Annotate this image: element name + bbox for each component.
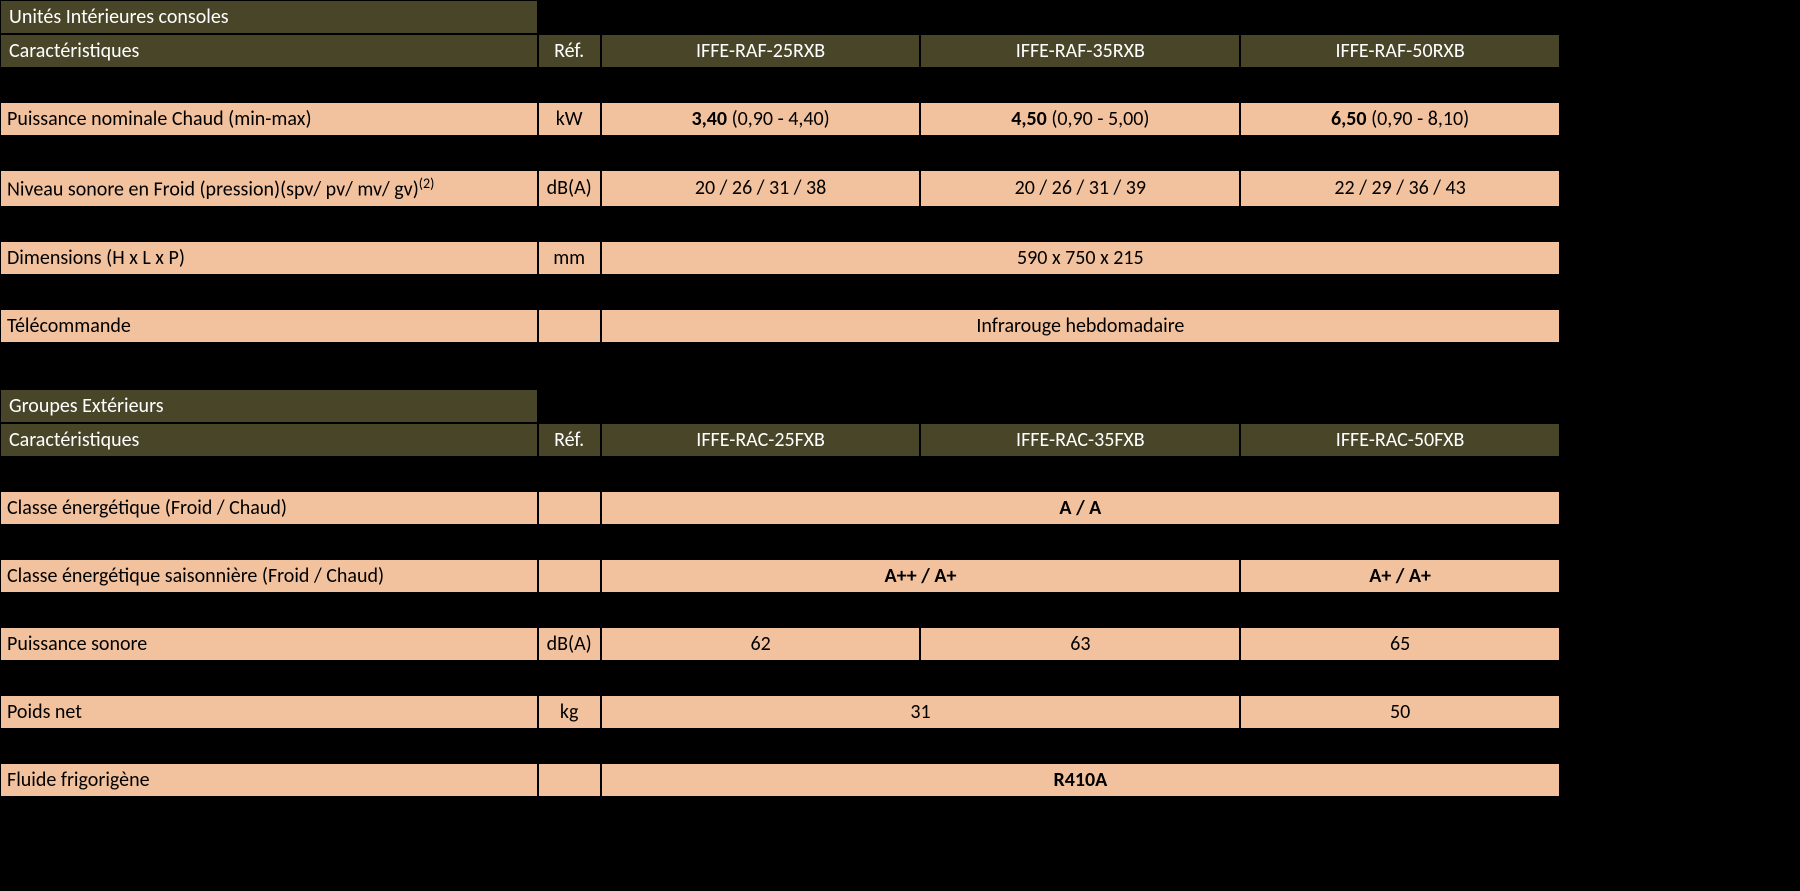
- remote-value: Infrarouge hebdomadaire: [601, 309, 1560, 343]
- remote-label: Télécommande: [0, 309, 538, 343]
- model2-1: IFFE-RAC-25FXB: [601, 423, 921, 457]
- row-energy-class: Classe énergétique (Froid / Chaud) A / A: [0, 491, 1560, 525]
- row-sound-power: Puissance sonore dB(A) 62 63 65: [0, 627, 1560, 661]
- row-remote: Télécommande Infrarouge hebdomadaire: [0, 309, 1560, 343]
- model-1: IFFE-RAF-25RXB: [601, 34, 921, 68]
- row-refrigerant: Fluide frigorigène R410A: [0, 763, 1560, 797]
- noise-v2: 20 / 26 / 31 / 39: [920, 170, 1240, 207]
- model2-3: IFFE-RAC-50FXB: [1240, 423, 1560, 457]
- remote-unit: [538, 309, 601, 343]
- noise-unit: dB(A): [538, 170, 601, 207]
- noise-v3: 22 / 29 / 36 / 43: [1240, 170, 1560, 207]
- row-noise: Niveau sonore en Froid (pression)(spv/ p…: [0, 170, 1560, 207]
- dims-value: 590 x 750 x 215: [601, 241, 1560, 275]
- ref-label-2: Réf.: [538, 423, 601, 457]
- seasonal-label: Classe énergétique saisonnière (Froid / …: [0, 559, 538, 593]
- energy-class-unit: [538, 491, 601, 525]
- refrigerant-value: R410A: [601, 763, 1560, 797]
- weight-unit: kg: [538, 695, 601, 729]
- model-2: IFFE-RAF-35RXB: [920, 34, 1240, 68]
- model2-2: IFFE-RAC-35FXB: [920, 423, 1240, 457]
- table1-title-row: Unités Intérieures consoles: [0, 0, 1560, 34]
- seasonal-unit: [538, 559, 601, 593]
- energy-class-value: A / A: [601, 491, 1560, 525]
- noise-label: Niveau sonore en Froid (pression)(spv/ p…: [0, 170, 538, 207]
- characteristics-label: Caractéristiques: [0, 34, 538, 68]
- table2-title-row: Groupes Extérieurs: [0, 389, 1560, 423]
- power-v2: 4,50 (0,90 - 5,00): [920, 102, 1240, 136]
- row-weight: Poids net kg 31 50: [0, 695, 1560, 729]
- characteristics-label-2: Caractéristiques: [0, 423, 538, 457]
- row-power: Puissance nominale Chaud (min-max) kW 3,…: [0, 102, 1560, 136]
- sound-power-v1: 62: [601, 627, 921, 661]
- outdoor-units-table: Groupes Extérieurs Caractéristiques Réf.…: [0, 389, 1560, 797]
- power-v1: 3,40 (0,90 - 4,40): [601, 102, 921, 136]
- power-label: Puissance nominale Chaud (min-max): [0, 102, 538, 136]
- weight-label: Poids net: [0, 695, 538, 729]
- row-seasonal: Classe énergétique saisonnière (Froid / …: [0, 559, 1560, 593]
- table1-title: Unités Intérieures consoles: [0, 0, 538, 34]
- indoor-units-table: Unités Intérieures consoles Caractéristi…: [0, 0, 1560, 389]
- sound-power-v2: 63: [920, 627, 1240, 661]
- table1-header-row: Caractéristiques Réf. IFFE-RAF-25RXB IFF…: [0, 34, 1560, 68]
- refrigerant-unit: [538, 763, 601, 797]
- seasonal-v3: A+ / A+: [1240, 559, 1560, 593]
- power-unit: kW: [538, 102, 601, 136]
- table2-header-row: Caractéristiques Réf. IFFE-RAC-25FXB IFF…: [0, 423, 1560, 457]
- weight-v3: 50: [1240, 695, 1560, 729]
- energy-class-label: Classe énergétique (Froid / Chaud): [0, 491, 538, 525]
- ref-label: Réf.: [538, 34, 601, 68]
- sound-power-label: Puissance sonore: [0, 627, 538, 661]
- power-v3: 6,50 (0,90 - 8,10): [1240, 102, 1560, 136]
- table2-title: Groupes Extérieurs: [0, 389, 538, 423]
- weight-v12: 31: [601, 695, 1241, 729]
- noise-v1: 20 / 26 / 31 / 38: [601, 170, 921, 207]
- sound-power-unit: dB(A): [538, 627, 601, 661]
- dims-label: Dimensions (H x L x P): [0, 241, 538, 275]
- seasonal-v12: A++ / A+: [601, 559, 1241, 593]
- model-3: IFFE-RAF-50RXB: [1240, 34, 1560, 68]
- sound-power-v3: 65: [1240, 627, 1560, 661]
- refrigerant-label: Fluide frigorigène: [0, 763, 538, 797]
- row-dimensions: Dimensions (H x L x P) mm 590 x 750 x 21…: [0, 241, 1560, 275]
- dims-unit: mm: [538, 241, 601, 275]
